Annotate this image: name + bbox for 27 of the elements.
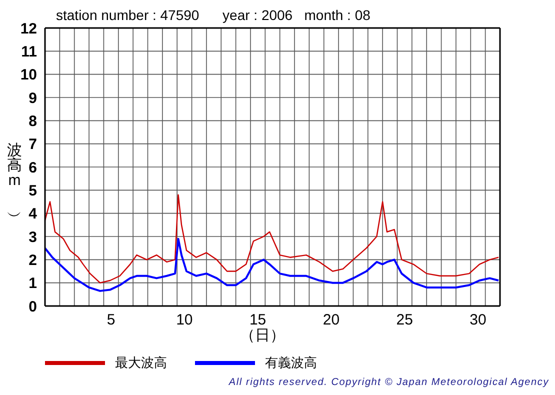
y-tick-label: 8 [28, 112, 37, 130]
y-tick-label: 6 [28, 159, 37, 176]
chart-title: station number : 47590 year : 2006 month : 08 [56, 7, 370, 23]
line-series [45, 238, 500, 292]
x-tick-label: 5 [106, 312, 116, 329]
y-tick-label: 4 [28, 206, 38, 223]
x-tick-label: 20 [322, 312, 340, 329]
x-tick-label: 25 [396, 312, 413, 329]
x-tick-label: 30 [470, 312, 486, 329]
legend-label: 有義波高 [265, 354, 317, 372]
y-axis-title: 波高（m） [5, 130, 23, 219]
y-tick-label: 2 [28, 252, 37, 269]
y-tick-label: 10 [20, 66, 37, 84]
line-series [45, 194, 500, 284]
x-axis-title: （日） [240, 326, 285, 345]
y-tick-label: 9 [28, 90, 37, 107]
legend-label: 最大波高 [115, 354, 167, 372]
y-tick-label: 11 [21, 43, 37, 60]
x-tick-label: 15 [249, 312, 266, 329]
y-tick-label: 7 [28, 136, 37, 154]
y-tick-label: 0 [28, 298, 37, 316]
y-tick-label: 1 [28, 275, 37, 292]
y-tick-label: 3 [28, 228, 37, 246]
text: All rights reserved. Copyright © Japan Meteorological Agency [228, 377, 549, 388]
x-tick-label: 10 [176, 312, 193, 329]
y-tick-label: 5 [28, 182, 37, 200]
y-tick-label: 12 [20, 20, 37, 38]
